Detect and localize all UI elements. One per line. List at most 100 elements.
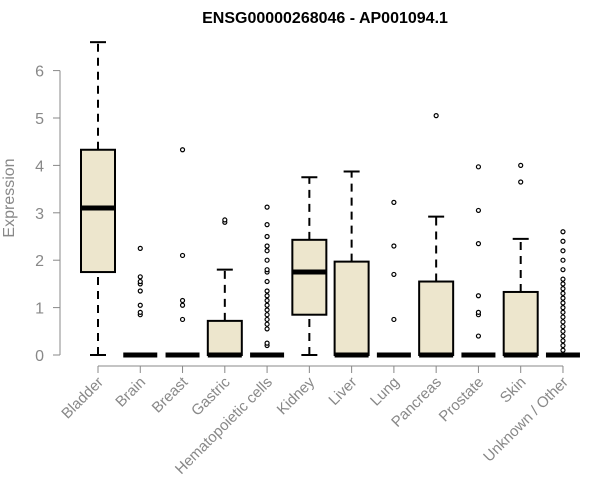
outlier-point [264, 316, 270, 323]
outlier-point [222, 217, 228, 223]
outlier-point [137, 288, 143, 294]
boxes [80, 41, 580, 358]
outlier-point [518, 162, 524, 168]
outlier-point [264, 326, 270, 332]
outlier-point [560, 314, 566, 320]
outlier-point [179, 302, 186, 308]
outlier-point [560, 342, 566, 349]
x-tick-label: Prostate [436, 374, 488, 426]
outlier-point [391, 316, 397, 323]
outlier-point [264, 257, 270, 263]
outlier-point [560, 309, 566, 315]
outlier-point [560, 305, 566, 311]
outlier-point [560, 323, 566, 330]
box-group [545, 229, 580, 358]
x-tick-label: Liver [325, 374, 360, 409]
x-tick-label: Breast [149, 373, 192, 416]
y-axis-label: Expression [1, 158, 18, 237]
box-group [461, 164, 496, 358]
outlier-point [264, 340, 270, 346]
x-tick-label: Kidney [274, 373, 319, 418]
outlier-point [560, 229, 566, 235]
x-tick-label: Bladder [58, 374, 107, 423]
y-tick-label: 4 [35, 158, 44, 175]
box-group [502, 162, 539, 358]
box-body [502, 290, 539, 357]
outlier-point [391, 243, 397, 249]
outlier-point [560, 286, 566, 292]
box-group [80, 41, 116, 356]
y-tick-label: 1 [35, 301, 44, 318]
outlier-point [475, 164, 482, 170]
outlier-point [518, 179, 524, 185]
outlier-point [264, 243, 270, 249]
box-body [333, 260, 370, 357]
outlier-point [560, 300, 566, 306]
x-tick-label: Lung [367, 374, 403, 410]
outlier-point [475, 333, 482, 339]
outlier-point [433, 113, 439, 119]
y-tick-label: 0 [35, 348, 44, 365]
outlier-point [264, 302, 270, 308]
chart-title: ENSG00000268046 - AP001094.1 [202, 10, 448, 27]
outlier-point [475, 293, 482, 299]
box-group [250, 204, 285, 358]
outlier-point [179, 316, 186, 323]
outlier-point [264, 297, 270, 304]
box-group [418, 113, 455, 358]
box-group [123, 245, 158, 358]
outlier-point [264, 222, 270, 228]
x-tick-label: Skin [497, 374, 530, 407]
outlier-point [560, 281, 566, 287]
outlier-point [475, 309, 482, 315]
box-body [418, 280, 455, 356]
box-group [376, 199, 411, 358]
outlier-point [560, 290, 566, 296]
y-tick-label: 5 [35, 111, 44, 128]
y-tick-label: 6 [35, 64, 44, 81]
outlier-point [391, 271, 397, 278]
box-body [80, 148, 116, 274]
box-body [291, 238, 328, 316]
outlier-point [475, 207, 482, 214]
outlier-point [560, 328, 566, 334]
outlier-point [264, 278, 270, 285]
outlier-point [264, 248, 270, 254]
outlier-point [179, 252, 186, 259]
y-tick-label: 3 [35, 206, 44, 223]
outlier-point [179, 297, 186, 304]
box-group [291, 176, 328, 356]
outlier-point [179, 147, 186, 153]
box-group [333, 170, 370, 358]
outlier-point [264, 321, 270, 327]
box-body [206, 319, 243, 357]
outlier-point [264, 267, 270, 273]
outlier-point [560, 257, 566, 263]
x-tick-label: Brain [112, 374, 149, 411]
outlier-point [264, 312, 270, 318]
outlier-point [264, 233, 270, 240]
outlier-point [264, 204, 270, 210]
y-axis: 0 1 2 3 4 5 6 [35, 64, 61, 365]
outlier-point [264, 288, 270, 294]
outlier-point [560, 248, 566, 254]
outlier-point [560, 238, 566, 244]
outlier-point [391, 199, 397, 205]
outlier-point [560, 338, 566, 344]
outlier-point [560, 333, 566, 339]
outlier-point [137, 309, 143, 315]
outlier-point [560, 267, 566, 273]
outlier-point [137, 278, 143, 285]
box-group [165, 147, 200, 358]
box-group [206, 217, 243, 358]
outlier-point [264, 307, 270, 313]
outlier-point [475, 241, 482, 247]
y-tick-label: 2 [35, 253, 44, 270]
outlier-point [560, 319, 566, 325]
outlier-point [560, 347, 566, 353]
outlier-point [137, 274, 143, 280]
outlier-point [560, 295, 566, 301]
outlier-point [137, 302, 143, 308]
